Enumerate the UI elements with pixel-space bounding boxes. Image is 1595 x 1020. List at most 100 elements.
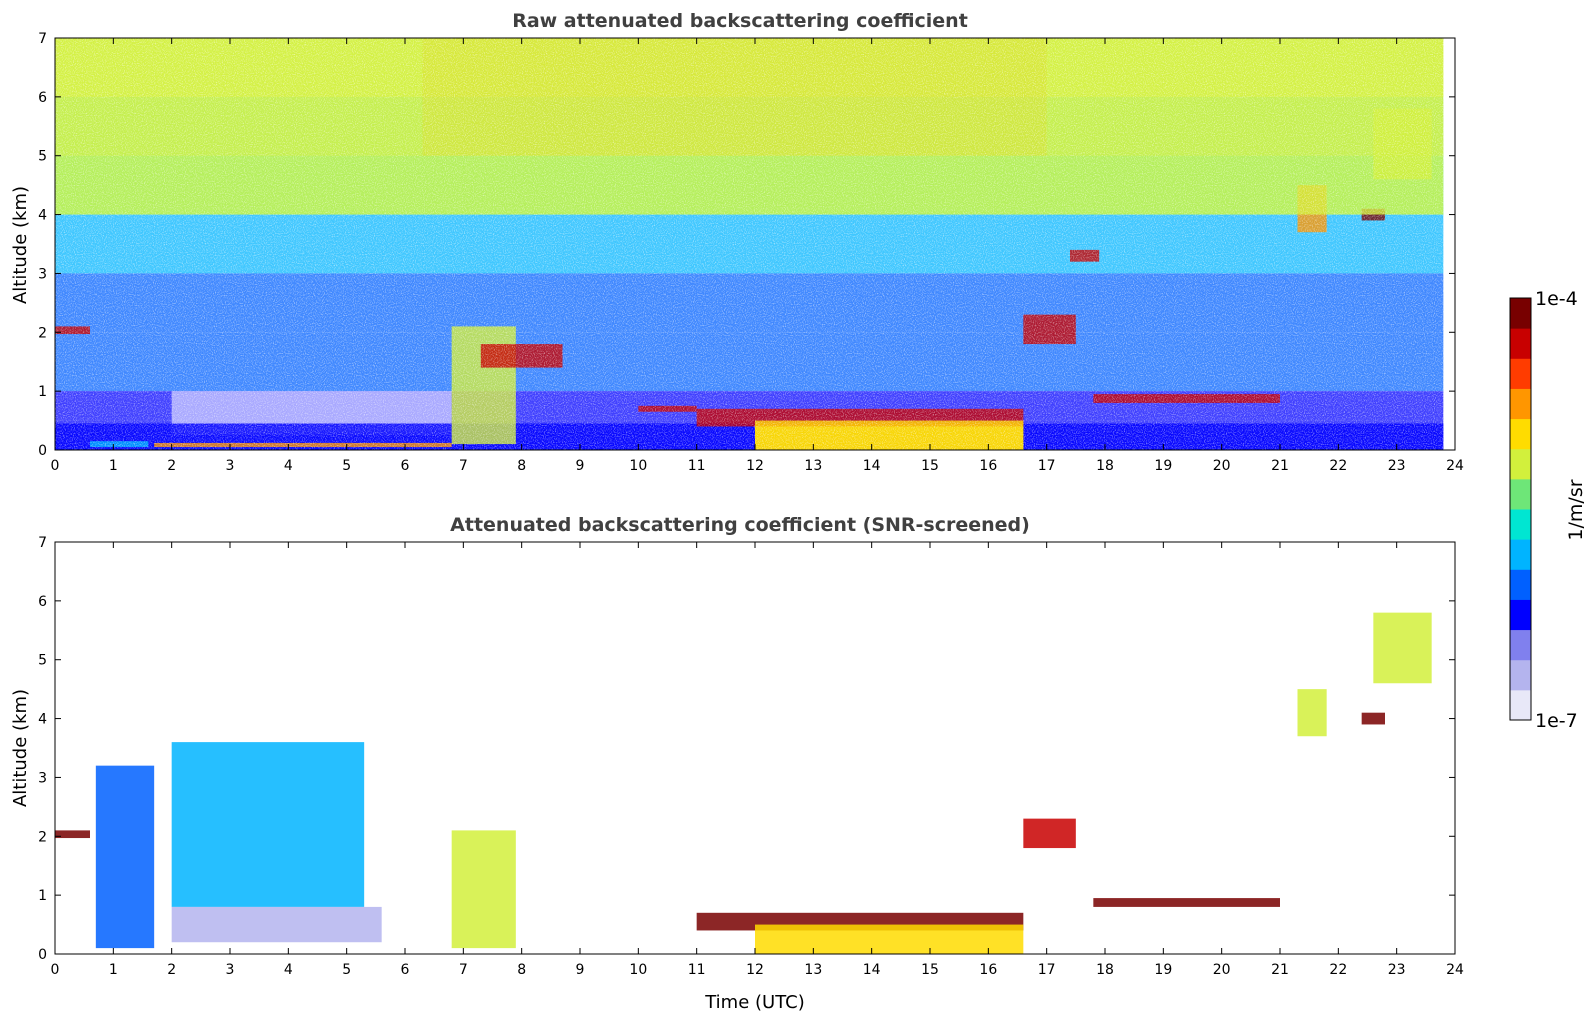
y-tick-label: 5: [38, 149, 47, 165]
colorbar-band: [1510, 629, 1531, 661]
heatmap-feature: [171, 906, 382, 943]
x-tick-label: 21: [1271, 458, 1289, 474]
x-tick-label: 1: [109, 458, 118, 474]
x-tick-label: 12: [746, 458, 764, 474]
x-tick-label: 24: [1446, 458, 1464, 474]
colorbar-max-label: 1e-4: [1535, 288, 1578, 310]
colorbar-band: [1510, 328, 1531, 359]
y-tick-label: 6: [38, 594, 47, 610]
colorbar-band: [1510, 418, 1531, 450]
heatmap-feature: [1297, 689, 1327, 737]
colorbar-label: 1/m/sr: [1565, 479, 1587, 540]
x-tick-label: 13: [804, 458, 822, 474]
x-tick-label: 3: [226, 962, 235, 978]
colorbar-min-label: 1e-7: [1535, 710, 1578, 732]
y-tick-label: 1: [38, 888, 47, 904]
panel-raw-plot-area: [55, 38, 1455, 450]
colorbar-band: [1510, 659, 1531, 691]
panel-screened-title: Attenuated backscattering coefficient (S…: [450, 514, 1030, 536]
x-tick-label: 13: [804, 962, 822, 978]
x-tick-label: 0: [51, 458, 60, 474]
x-tick-label: 2: [167, 962, 176, 978]
panel-raw-title: Raw attenuated backscattering coefficien…: [512, 10, 968, 32]
heatmap-feature: [55, 830, 90, 839]
colorbar-band: [1510, 388, 1531, 420]
y-tick-label: 3: [38, 266, 47, 282]
heatmap-feature: [95, 765, 155, 949]
heatmap-feature: [171, 742, 365, 907]
y-tick-label: 2: [38, 325, 47, 341]
colorbar-band: [1510, 689, 1531, 721]
panel-screened-x-axis: 0 1 2 3 4 5 6 7 8 9 10 11 12 13 14 15 16 17 18 19 20 21 22 23 24: [51, 542, 1464, 978]
y-tick-label: 4: [38, 712, 47, 728]
x-tick-label: 3: [226, 458, 235, 474]
colorbar-band: [1510, 569, 1531, 600]
x-tick-label: 19: [1154, 962, 1172, 978]
heatmap-feature: [755, 924, 1024, 954]
x-tick-label: 17: [1038, 962, 1056, 978]
colorbar-frame: [1509, 297, 1532, 721]
x-tick-label: 14: [863, 962, 881, 978]
x-tick-label: 4: [284, 458, 293, 474]
colorbar-band: [1510, 478, 1531, 510]
y-tick-label: 5: [38, 653, 47, 669]
x-tick-label: 16: [979, 962, 997, 978]
y-tick-label: 1: [38, 384, 47, 400]
x-tick-label: 19: [1154, 458, 1172, 474]
x-tick-label: 11: [688, 458, 706, 474]
panel-screened: Attenuated backscattering coefficient (S…: [10, 514, 1464, 1013]
x-tick-label: 7: [459, 458, 468, 474]
y-tick-label: 2: [38, 829, 47, 845]
x-tick-label: 22: [1329, 458, 1347, 474]
y-tick-label: 0: [38, 947, 47, 963]
colorbar: 1e-4 1e-7 1/m/sr: [1509, 288, 1587, 732]
panel-screened-features: [55, 612, 1432, 954]
y-tick-label: 7: [38, 535, 47, 551]
colorbar-band: [1510, 298, 1531, 329]
panel-raw-x-axis: 0 1 2 3 4 5 6 7 8 9 10 11 12 13 14 15 16 17 18 19 20 21 22 23 24: [51, 38, 1464, 474]
y-tick-label: 7: [38, 31, 47, 47]
x-tick-label: 12: [746, 962, 764, 978]
x-tick-label: 9: [576, 962, 585, 978]
panel-raw-speckle: [55, 38, 1455, 450]
x-tick-label: 23: [1388, 962, 1406, 978]
heatmap-feature: [1361, 712, 1385, 725]
x-tick-label: 8: [517, 458, 526, 474]
x-tick-label: 6: [401, 962, 410, 978]
x-tick-label: 10: [629, 458, 647, 474]
y-tick-label: 0: [38, 443, 47, 459]
y-tick-label: 4: [38, 208, 47, 224]
panel-raw-ylabel: Altitude (km): [10, 186, 31, 304]
heatmap-feature: [451, 830, 516, 949]
panel-screened-xlabel: Time (UTC): [704, 992, 805, 1013]
x-tick-label: 20: [1213, 458, 1231, 474]
x-tick-label: 16: [979, 458, 997, 474]
x-tick-label: 23: [1388, 458, 1406, 474]
x-tick-label: 5: [342, 458, 351, 474]
x-tick-label: 5: [342, 962, 351, 978]
x-tick-label: 21: [1271, 962, 1289, 978]
panel-screened-y-axis: 0 1 2 3 4 5 6 7: [38, 535, 1455, 963]
x-tick-label: 15: [921, 458, 939, 474]
heatmap-feature: [1093, 898, 1280, 907]
panel-raw-y-axis: 0 1 2 3 4 5 6 7: [38, 31, 1455, 459]
x-tick-label: 18: [1096, 962, 1114, 978]
panel-screened-plot-area: [55, 542, 1455, 954]
x-tick-label: 22: [1329, 962, 1347, 978]
x-tick-label: 10: [629, 962, 647, 978]
x-tick-label: 20: [1213, 962, 1231, 978]
x-tick-label: 6: [401, 458, 410, 474]
x-tick-label: 24: [1446, 962, 1464, 978]
panel-raw: Raw attenuated backscattering coefficien…: [10, 10, 1464, 474]
y-tick-label: 6: [38, 90, 47, 106]
x-tick-label: 0: [51, 962, 60, 978]
x-tick-label: 14: [863, 458, 881, 474]
colorbar-scale: [1510, 298, 1531, 721]
colorbar-band: [1510, 539, 1531, 570]
x-tick-label: 7: [459, 962, 468, 978]
colorbar-band: [1510, 599, 1531, 631]
x-tick-label: 9: [576, 458, 585, 474]
colorbar-band: [1510, 448, 1531, 480]
x-tick-label: 8: [517, 962, 526, 978]
